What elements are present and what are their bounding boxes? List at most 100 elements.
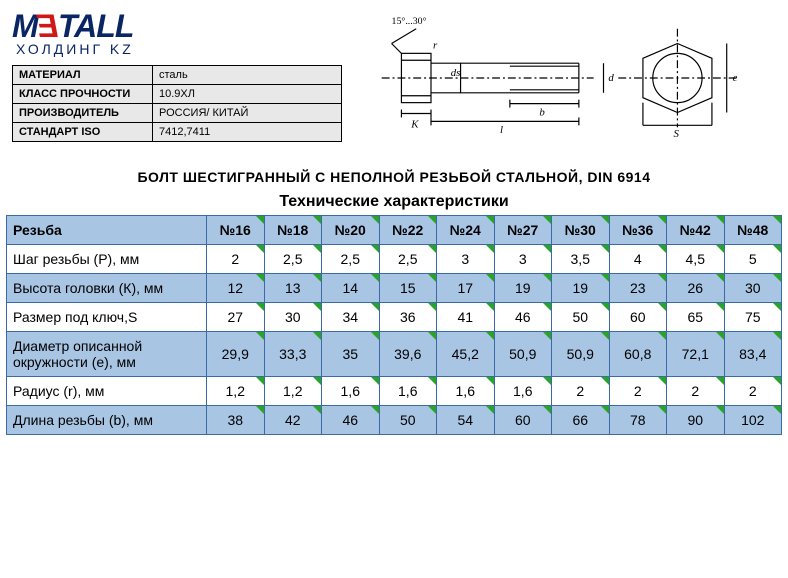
spec-cell: 3 — [437, 245, 495, 274]
spec-row: Длина резьбы (b), мм38424650546066789010… — [7, 406, 782, 435]
spec-cell: 14 — [322, 274, 380, 303]
spec-column: №36 — [609, 216, 667, 245]
spec-cell: 3 — [494, 245, 552, 274]
spec-cell: 2 — [609, 377, 667, 406]
spec-cell: 13 — [264, 274, 322, 303]
spec-cell: 78 — [609, 406, 667, 435]
spec-row-label: Радиус (r), мм — [7, 377, 207, 406]
logo: METALL ХОЛДИНГ KZ — [12, 8, 342, 57]
spec-table: Резьба№16№18№20№22№24№27№30№36№42№48 Шаг… — [6, 215, 782, 435]
left-block: METALL ХОЛДИНГ KZ МАТЕРИАЛстальКЛАСС ПРО… — [12, 8, 342, 153]
spec-cell: 17 — [437, 274, 495, 303]
info-value: РОССИЯ/ КИТАЙ — [153, 104, 342, 123]
spec-column: №30 — [552, 216, 610, 245]
spec-header-row: Резьба№16№18№20№22№24№27№30№36№42№48 — [7, 216, 782, 245]
spec-column: №22 — [379, 216, 437, 245]
spec-column: №27 — [494, 216, 552, 245]
spec-cell: 42 — [264, 406, 322, 435]
info-label: КЛАСС ПРОЧНОСТИ — [13, 85, 153, 104]
spec-cell: 36 — [379, 303, 437, 332]
dim-e: e — [733, 72, 738, 84]
spec-cell: 30 — [724, 274, 782, 303]
spec-cell: 46 — [494, 303, 552, 332]
spec-cell: 60 — [494, 406, 552, 435]
spec-cell: 72,1 — [667, 332, 725, 377]
info-value: 10.9ХЛ — [153, 85, 342, 104]
top-section: METALL ХОЛДИНГ KZ МАТЕРИАЛстальКЛАСС ПРО… — [0, 0, 788, 157]
spec-title: Технические характеристики — [6, 193, 782, 211]
dim-d: d — [608, 72, 614, 84]
dim-b: b — [539, 106, 545, 118]
dim-r: r — [433, 39, 438, 51]
spec-cell: 54 — [437, 406, 495, 435]
dim-K: K — [410, 118, 419, 130]
spec-cell: 1,6 — [437, 377, 495, 406]
info-row: МАТЕРИАЛсталь — [13, 66, 342, 85]
info-row: СТАНДАРТ ISO7412,7411 — [13, 123, 342, 142]
spec-cell: 41 — [437, 303, 495, 332]
spec-cell: 15 — [379, 274, 437, 303]
info-label: СТАНДАРТ ISO — [13, 123, 153, 142]
spec-cell: 3,5 — [552, 245, 610, 274]
spec-cell: 35 — [322, 332, 380, 377]
spec-cell: 39,6 — [379, 332, 437, 377]
technical-diagram: 15°...30° r ds K b l d e S — [362, 8, 776, 153]
spec-cell: 45,2 — [437, 332, 495, 377]
spec-cell: 1,6 — [322, 377, 380, 406]
spec-cell: 2,5 — [264, 245, 322, 274]
spec-cell: 1,6 — [379, 377, 437, 406]
spec-cell: 29,9 — [207, 332, 265, 377]
spec-row-label: Длина резьбы (b), мм — [7, 406, 207, 435]
spec-cell: 66 — [552, 406, 610, 435]
spec-row-label: Высота головки (К), мм — [7, 274, 207, 303]
spec-cell: 19 — [494, 274, 552, 303]
spec-column: №18 — [264, 216, 322, 245]
spec-row: Высота головки (К), мм121314151719192326… — [7, 274, 782, 303]
spec-cell: 23 — [609, 274, 667, 303]
spec-cell: 102 — [724, 406, 782, 435]
spec-cell: 1,2 — [207, 377, 265, 406]
spec-cell: 2 — [552, 377, 610, 406]
spec-cell: 2,5 — [379, 245, 437, 274]
spec-row-label: Размер под ключ,S — [7, 303, 207, 332]
logo-main: METALL — [12, 8, 342, 45]
dim-S: S — [673, 128, 679, 140]
spec-column: №20 — [322, 216, 380, 245]
info-value: сталь — [153, 66, 342, 85]
spec-column: №16 — [207, 216, 265, 245]
spec-tbody: Шаг резьбы (P), мм22,52,52,5333,544,55Вы… — [7, 245, 782, 435]
spec-col-header: Резьба — [7, 216, 207, 245]
spec-cell: 50,9 — [552, 332, 610, 377]
info-row: ПРОИЗВОДИТЕЛЬРОССИЯ/ КИТАЙ — [13, 104, 342, 123]
spec-cell: 46 — [322, 406, 380, 435]
spec-column: №42 — [667, 216, 725, 245]
spec-cell: 2 — [667, 377, 725, 406]
spec-cell: 2 — [724, 377, 782, 406]
spec-cell: 50,9 — [494, 332, 552, 377]
spec-cell: 75 — [724, 303, 782, 332]
info-row: КЛАСС ПРОЧНОСТИ10.9ХЛ — [13, 85, 342, 104]
spec-cell: 4,5 — [667, 245, 725, 274]
page-title: БОЛТ ШЕСТИГРАННЫЙ С НЕПОЛНОЙ РЕЗЬБОЙ СТА… — [0, 169, 788, 185]
info-value: 7412,7411 — [153, 123, 342, 142]
spec-cell: 50 — [379, 406, 437, 435]
spec-column: №24 — [437, 216, 495, 245]
logo-sub: ХОЛДИНГ KZ — [12, 41, 342, 57]
spec-cell: 2 — [207, 245, 265, 274]
info-tbody: МАТЕРИАЛстальКЛАСС ПРОЧНОСТИ10.9ХЛПРОИЗВ… — [13, 66, 342, 142]
info-table: МАТЕРИАЛстальКЛАСС ПРОЧНОСТИ10.9ХЛПРОИЗВ… — [12, 65, 342, 142]
spec-cell: 30 — [264, 303, 322, 332]
info-label: МАТЕРИАЛ — [13, 66, 153, 85]
spec-cell: 60 — [609, 303, 667, 332]
spec-cell: 26 — [667, 274, 725, 303]
spec-row: Размер под ключ,S27303436414650606575 — [7, 303, 782, 332]
spec-row-label: Шаг резьбы (P), мм — [7, 245, 207, 274]
spec-cell: 65 — [667, 303, 725, 332]
spec-cell: 4 — [609, 245, 667, 274]
spec-cell: 1,6 — [494, 377, 552, 406]
spec-row-label: Диаметр описанной окружности (e), мм — [7, 332, 207, 377]
spec-section: Технические характеристики Резьба№16№18№… — [0, 193, 788, 435]
spec-column: №48 — [724, 216, 782, 245]
spec-cell: 60,8 — [609, 332, 667, 377]
spec-cell: 34 — [322, 303, 380, 332]
